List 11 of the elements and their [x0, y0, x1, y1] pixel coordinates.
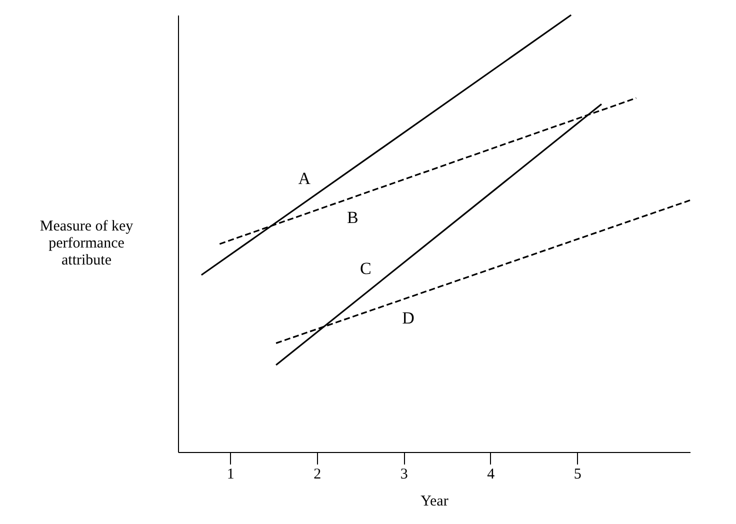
series-label: D — [402, 308, 414, 328]
x-tick-label: 2 — [314, 466, 322, 482]
x-tick-label: 5 — [574, 466, 582, 482]
x-tick-label: 3 — [400, 466, 408, 482]
series-label: A — [298, 169, 312, 188]
x-axis-title: Year — [420, 494, 448, 510]
y-axis-title: Measure of key performance attribute — [40, 218, 134, 268]
series-label: C — [360, 258, 372, 278]
x-tick-label: 1 — [226, 466, 234, 482]
series-label: B — [346, 208, 358, 228]
x-tick-label: 4 — [487, 466, 496, 482]
